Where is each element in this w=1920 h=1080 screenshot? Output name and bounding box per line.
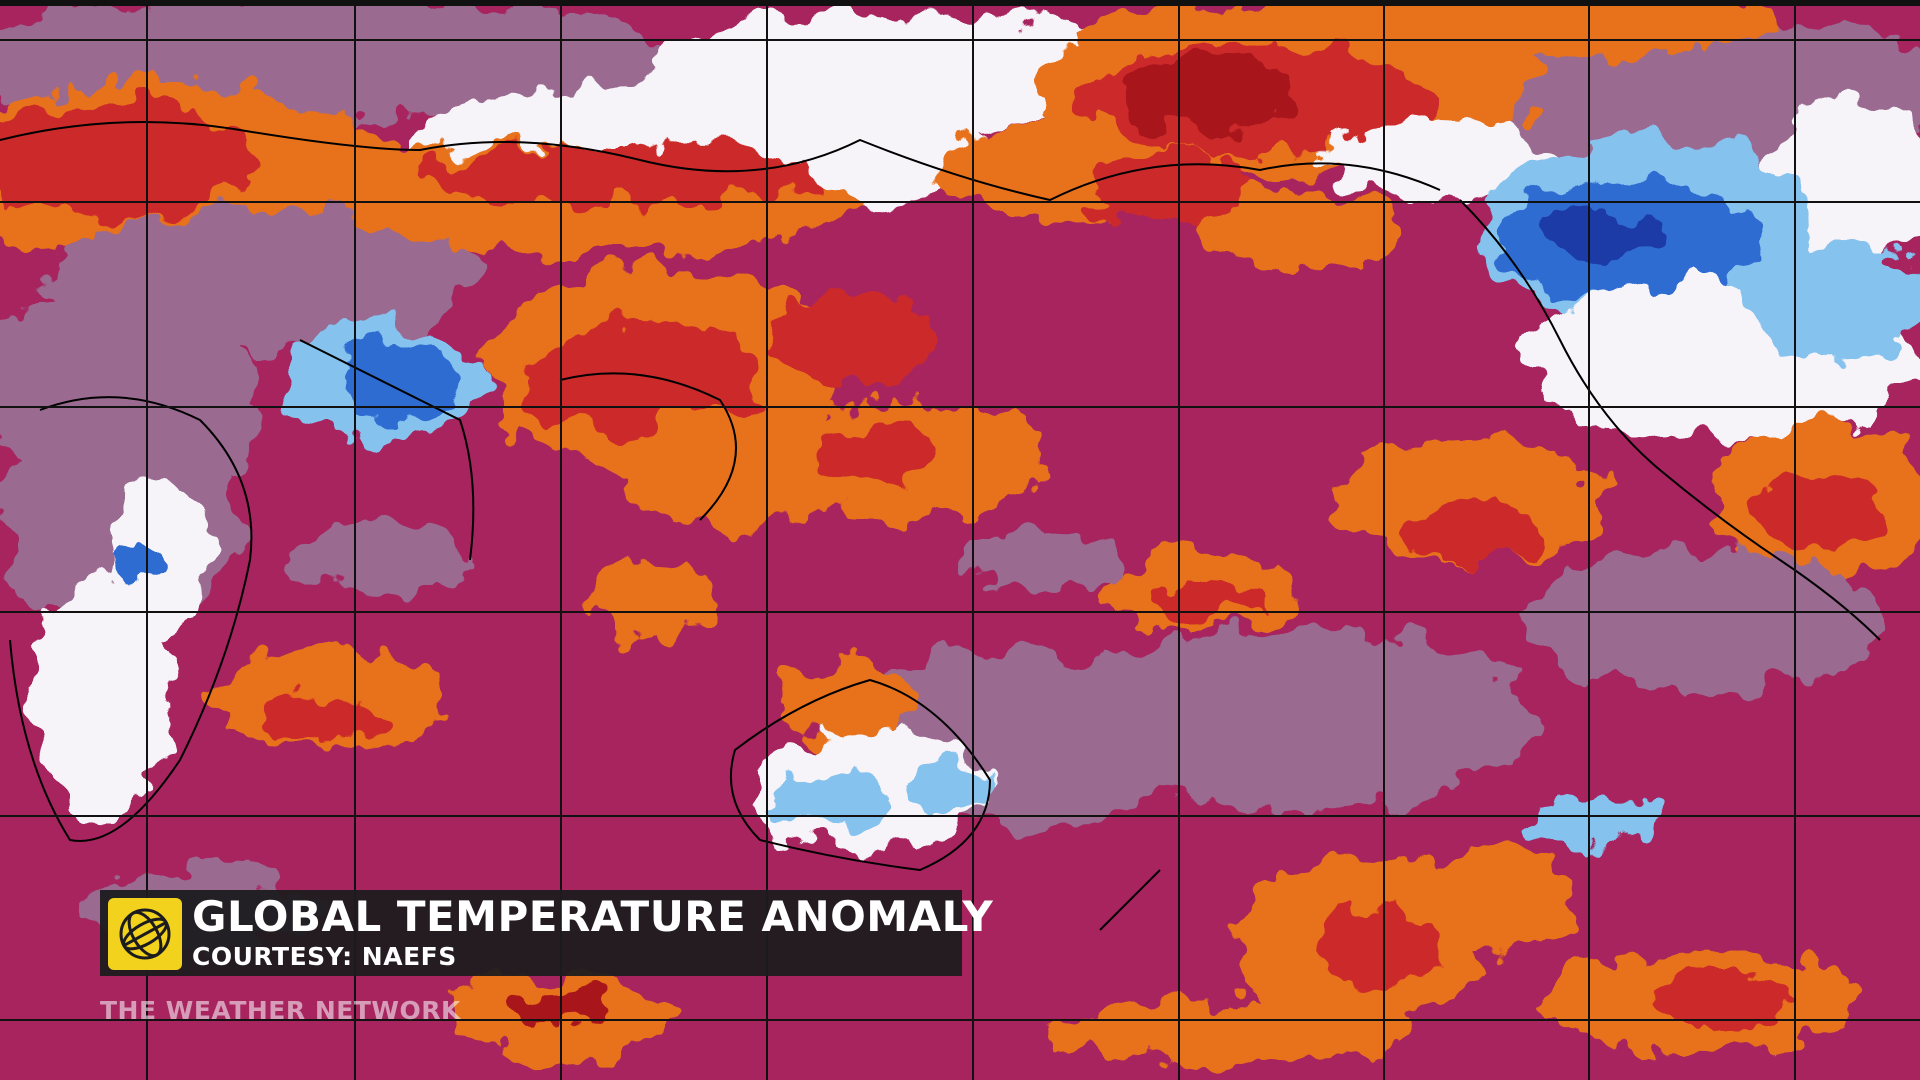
caption-credit: COURTESY: NAEFS	[192, 942, 457, 971]
anomaly-patch	[770, 290, 930, 390]
caption-title: GLOBAL TEMPERATURE ANOMALY	[192, 892, 994, 941]
anomaly-patch	[290, 525, 470, 595]
anomaly-patch	[520, 320, 760, 440]
logo-globe	[119, 908, 171, 960]
anomaly-patch	[340, 340, 460, 420]
anomaly-patch	[260, 695, 380, 745]
anomaly-patch	[1540, 210, 1660, 260]
caption-bar: GLOBAL TEMPERATURE ANOMALY COURTESY: NAE…	[100, 890, 993, 976]
anomaly-patch	[1520, 550, 1880, 690]
anomaly-patch	[1320, 910, 1440, 990]
anomaly-patch	[0, 100, 250, 220]
anomaly-patch	[960, 530, 1120, 590]
anomaly-patch	[1750, 470, 1890, 550]
anomaly-patch	[1650, 975, 1790, 1025]
anomaly-patch	[1750, 240, 1920, 360]
anomaly-patch	[770, 775, 890, 825]
anomaly-patch	[110, 535, 170, 585]
anomaly-patch	[590, 560, 710, 640]
coastlines	[0, 121, 1881, 931]
anomaly-patch	[1320, 120, 1560, 200]
coastline	[1099, 869, 1161, 931]
anomaly-patch	[420, 145, 820, 205]
coastline	[9, 396, 253, 842]
anomaly-patch	[1410, 500, 1550, 560]
anomaly-patch	[1200, 190, 1400, 270]
logo	[108, 898, 182, 970]
anomaly-patch	[820, 420, 940, 480]
anomaly-patch	[1120, 60, 1300, 130]
coastline	[0, 121, 1441, 202]
anomaly-patch	[1420, 850, 1580, 950]
anomaly-patch	[1150, 580, 1250, 620]
anomaly-patch	[30, 580, 170, 820]
anomaly-patch	[1090, 150, 1250, 230]
watermark: THE WEATHER NETWORK	[100, 996, 461, 1025]
coastline	[1459, 199, 1881, 641]
coastline	[729, 678, 992, 872]
anomaly-patch	[910, 760, 990, 820]
anomaly-patch	[1050, 1000, 1410, 1060]
top-edge	[0, 0, 1920, 6]
anomaly-patch	[780, 660, 920, 740]
coastline	[299, 339, 737, 561]
